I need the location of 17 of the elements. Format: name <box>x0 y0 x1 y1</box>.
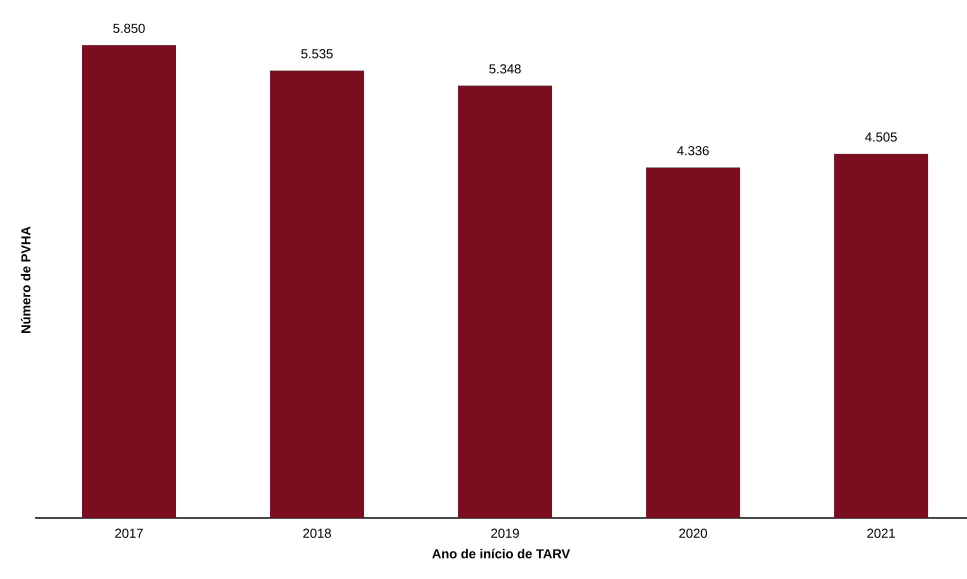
bar <box>82 45 176 518</box>
x-tick-label: 2017 <box>115 528 143 538</box>
data-label: 4.505 <box>865 132 897 142</box>
x-axis-title: Ano de início de TARV <box>432 548 570 558</box>
x-tick-label: 2019 <box>491 528 519 538</box>
data-label: 4.336 <box>677 146 709 156</box>
bar <box>458 86 552 518</box>
bar <box>270 70 364 518</box>
x-tick-label: 2020 <box>679 528 708 538</box>
data-label: 5.850 <box>113 24 145 33</box>
x-tick-label: 2018 <box>303 528 331 538</box>
bar <box>834 154 928 518</box>
data-label: 5.348 <box>489 64 521 74</box>
bar <box>646 167 740 518</box>
x-tick-label: 2021 <box>867 528 895 538</box>
data-label: 5.535 <box>301 49 333 58</box>
y-axis-title: Número de PVHA <box>20 226 30 333</box>
